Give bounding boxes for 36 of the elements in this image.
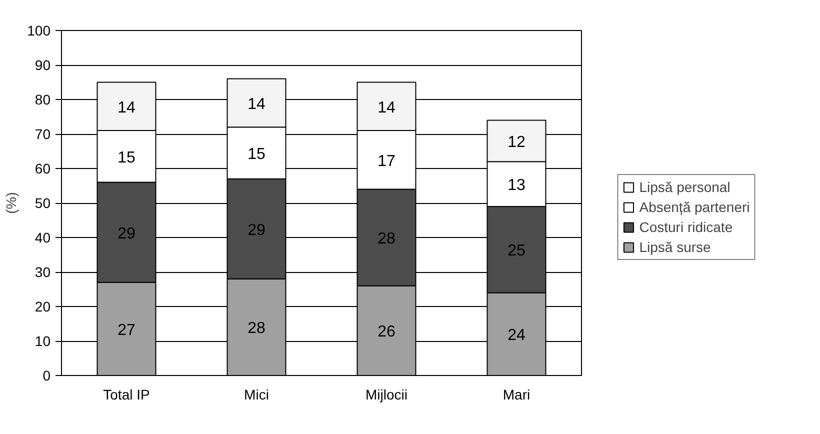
y-axis-title: (%)	[3, 192, 20, 214]
data-label: 25	[508, 242, 526, 260]
data-label: 29	[248, 222, 266, 239]
data-label: 13	[508, 177, 526, 194]
data-label: 17	[378, 152, 396, 170]
data-label: 24	[508, 327, 526, 344]
data-label: 12	[508, 134, 526, 151]
y-tick-label: 50	[34, 195, 51, 211]
data-label: 27	[118, 322, 136, 339]
data-label: 28	[248, 320, 266, 338]
data-label: 26	[378, 324, 396, 341]
y-tick-label: 100	[27, 22, 51, 38]
legend-label: Lipsă personal	[639, 179, 730, 195]
data-label: 29	[118, 225, 136, 242]
y-tick-label: 70	[34, 126, 51, 142]
y-tick-label: 40	[34, 230, 51, 246]
data-label: 28	[378, 230, 396, 248]
legend-label: Costuri ridicate	[639, 219, 733, 235]
x-tick-label: Mari	[502, 386, 530, 402]
data-label: 14	[378, 99, 396, 116]
y-tick-label: 0	[42, 368, 51, 384]
y-tick-label: 80	[34, 92, 51, 108]
legend-label: Lipsă surse	[639, 239, 711, 255]
y-tick-label: 90	[34, 57, 51, 73]
data-label: 14	[248, 96, 266, 113]
x-tick-label: Total IP	[103, 386, 150, 402]
data-label: 14	[118, 99, 136, 116]
x-tick-label: Mici	[244, 386, 269, 402]
legend-label: Absență parteneri	[639, 199, 750, 215]
data-label: 15	[248, 146, 266, 163]
y-tick-label: 30	[34, 264, 51, 280]
x-tick-label: Mijlocii	[366, 386, 408, 402]
data-label: 15	[118, 149, 136, 166]
y-tick-label: 10	[34, 333, 51, 349]
y-tick-label: 60	[34, 160, 51, 176]
y-tick-label: 20	[34, 298, 51, 314]
